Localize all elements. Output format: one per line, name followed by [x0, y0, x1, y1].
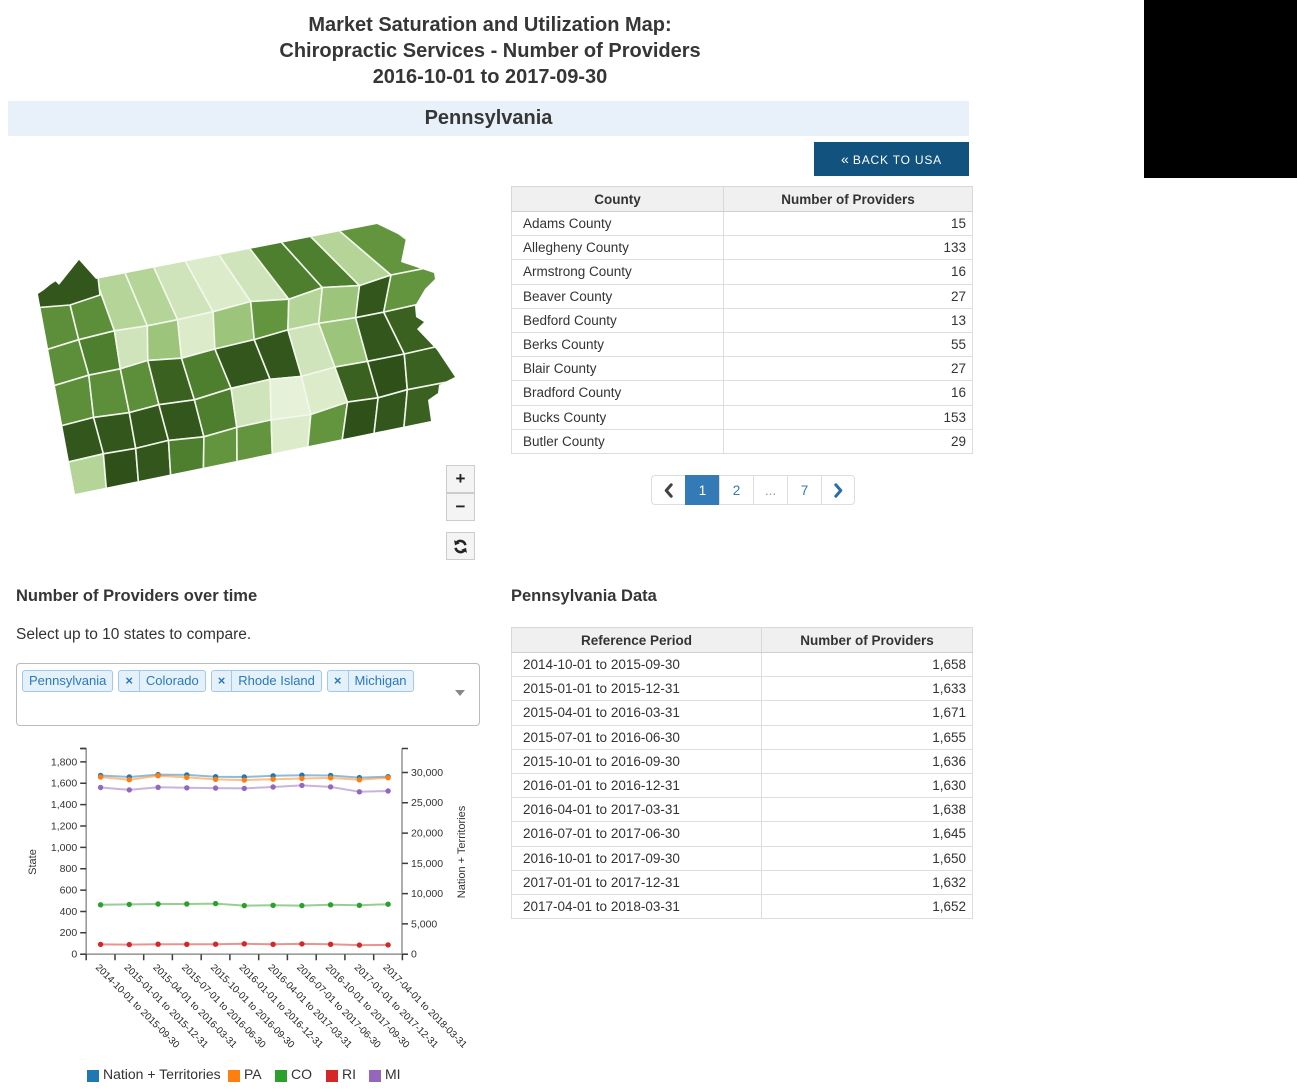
svg-text:1,800: 1,800	[51, 756, 77, 768]
svg-text:1,600: 1,600	[51, 778, 77, 790]
svg-text:800: 800	[60, 863, 78, 875]
svg-text:10,000: 10,000	[411, 888, 443, 900]
svg-text:State: State	[27, 849, 39, 875]
svg-text:1,000: 1,000	[51, 842, 77, 854]
svg-text:400: 400	[60, 906, 78, 918]
svg-text:600: 600	[60, 885, 78, 897]
svg-text:1,400: 1,400	[51, 799, 77, 811]
svg-text:5,000: 5,000	[411, 918, 437, 930]
svg-text:25,000: 25,000	[411, 797, 443, 809]
svg-text:200: 200	[60, 927, 78, 939]
svg-text:0: 0	[411, 949, 417, 961]
svg-text:30,000: 30,000	[411, 767, 443, 779]
svg-text:0: 0	[71, 949, 77, 961]
svg-text:20,000: 20,000	[411, 828, 443, 840]
svg-text:Nation + Territories: Nation + Territories	[456, 805, 468, 898]
svg-text:15,000: 15,000	[411, 858, 443, 870]
svg-text:1,200: 1,200	[51, 820, 77, 832]
